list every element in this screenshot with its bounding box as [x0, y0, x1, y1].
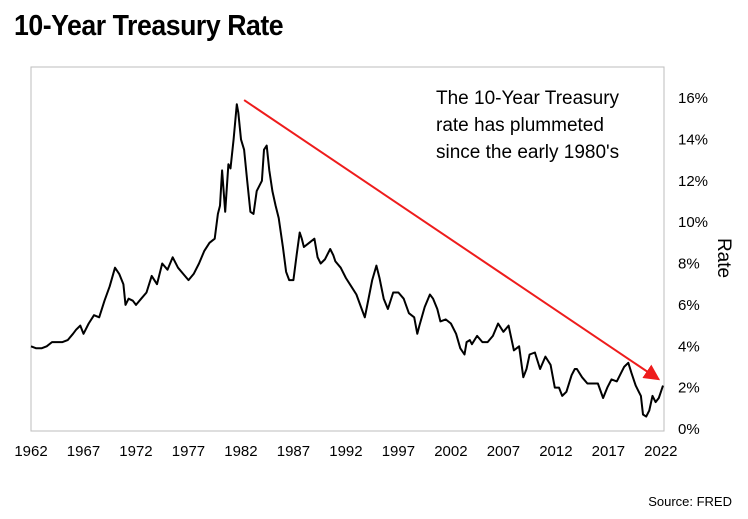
x-tick-label: 1977	[172, 443, 205, 460]
x-tick-label: 2007	[487, 443, 520, 460]
annotation-text: The 10-Year Treasury rate has plummeted …	[436, 88, 624, 163]
x-tick-label: 1967	[67, 443, 100, 460]
y-tick-label: 6%	[678, 297, 700, 314]
x-tick-label: 1962	[14, 443, 47, 460]
y-tick-label: 4%	[678, 338, 700, 355]
x-tick-label: 2002	[434, 443, 467, 460]
x-axis: 1962 1967 1972 1977 1982 1987 1992 1997 2002 2007…	[14, 443, 677, 460]
y-axis: 0% 2% 4% 6% 8% 10% 12% 14% 16%	[678, 90, 708, 438]
y-tick-label: 16%	[678, 90, 708, 107]
x-tick-label: 1992	[329, 443, 362, 460]
x-tick-label: 2022	[644, 443, 677, 460]
y-tick-label: 12%	[678, 173, 708, 190]
x-tick-label: 1997	[382, 443, 415, 460]
annotation-line: rate has plummeted	[436, 115, 604, 136]
y-tick-label: 8%	[678, 256, 700, 273]
x-tick-label: 2012	[539, 443, 572, 460]
x-tick-label: 2017	[592, 443, 625, 460]
x-tick-label: 1982	[224, 443, 257, 460]
source-note: Source: FRED	[648, 494, 732, 509]
plot-frame	[30, 66, 665, 432]
y-axis-label: Rate	[713, 238, 734, 278]
annotation-line: since the early 1980's	[436, 142, 619, 163]
series-line	[30, 103, 664, 418]
trend-arrow	[243, 99, 661, 381]
y-tick-label: 2%	[678, 380, 700, 397]
y-tick-label: 14%	[678, 131, 708, 148]
y-tick-label: 0%	[678, 421, 700, 438]
x-tick-label: 1972	[119, 443, 152, 460]
chart-title: 10-Year Treasury Rate	[14, 10, 284, 42]
annotation-line: The 10-Year Treasury	[436, 88, 620, 109]
x-tick-label: 1987	[277, 443, 310, 460]
y-tick-label: 10%	[678, 214, 708, 231]
